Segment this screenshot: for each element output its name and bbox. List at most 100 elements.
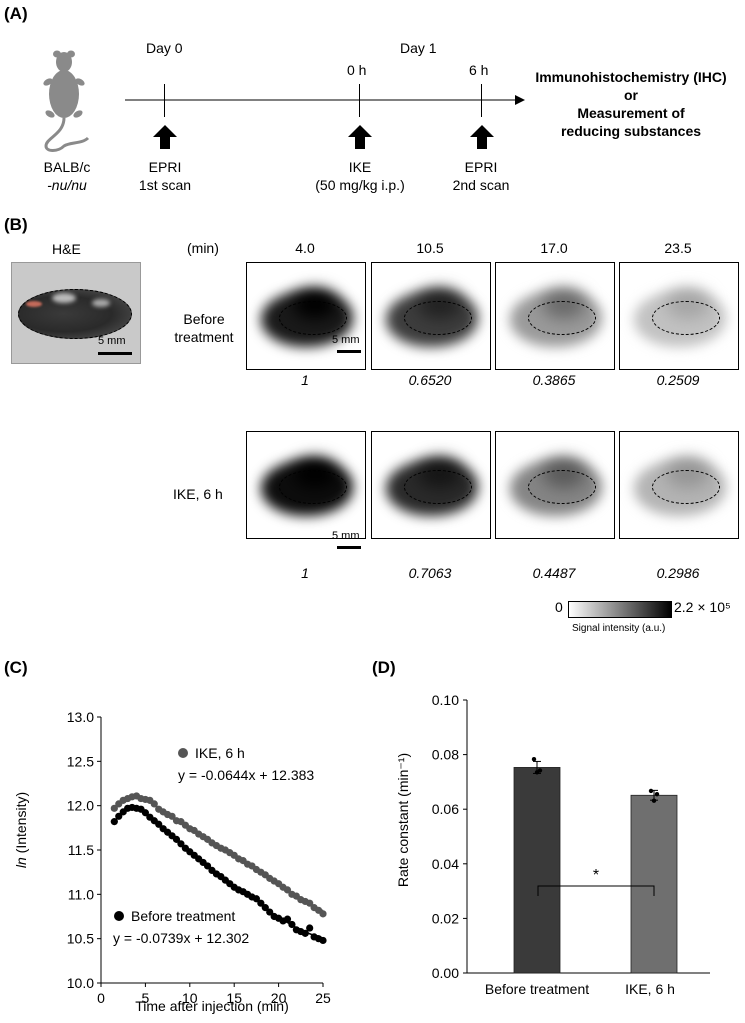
colorbar-title: Signal intensity (a.u.)	[572, 623, 666, 634]
c-x-tick-label: 10	[182, 990, 198, 1006]
outcome-line2: or	[624, 87, 638, 103]
day1-label: Day 1	[400, 40, 437, 56]
epr-ike-4min	[246, 431, 366, 539]
c-point-before	[252, 895, 260, 903]
c-eq-ike: y = -0.0644x + 12.383	[178, 767, 314, 783]
event3-line1: EPRI	[464, 159, 498, 175]
row1-value: 0.3865	[532, 372, 576, 388]
epr-before-17min	[495, 262, 615, 370]
event3-line2: 2nd scan	[452, 177, 510, 193]
panel-b-label: (B)	[4, 215, 28, 234]
c-x-axis-label: Time after injection (min)	[135, 998, 289, 1014]
event1-line2: 1st scan	[138, 177, 192, 193]
c-point-ike	[319, 910, 327, 918]
row1-value: 1	[301, 372, 309, 388]
outcome-line1: Immunohistochemistry (IHC)	[535, 69, 727, 85]
d-y-tick-label: 0.08	[432, 747, 459, 763]
c-eq-before: y = -0.0739x + 12.302	[113, 930, 249, 946]
he-image	[11, 262, 141, 364]
up-arrow-icon	[153, 125, 177, 149]
tick-day0	[164, 84, 165, 117]
row2-value: 0.2986	[656, 565, 700, 581]
significance-bracket	[537, 885, 655, 896]
event1-line1: EPRI	[148, 159, 182, 175]
event2-line2: (50 mg/kg i.p.)	[315, 177, 405, 193]
panel-c-label: (C)	[4, 658, 28, 677]
c-y-tick-label: 10.0	[67, 975, 94, 991]
c-y-tick-label: 13.0	[67, 709, 94, 725]
time-header: (min)	[187, 240, 219, 256]
significance-star: *	[593, 867, 599, 884]
chart-d: 0.00 0.02 0.04 0.06 0.08 0.10 Before treatmen…	[395, 692, 710, 997]
time-10: 10.5	[416, 240, 444, 256]
time-17: 17.0	[540, 240, 568, 256]
c-legend-ike-marker	[178, 748, 188, 758]
c-y-tick-label: 10.5	[67, 931, 94, 947]
row1-label-line2: treatment	[174, 329, 234, 345]
d-bar	[630, 794, 678, 974]
time-23: 23.5	[664, 240, 692, 256]
epr-before-23min	[619, 262, 739, 370]
c-y-tick-label: 11.0	[68, 886, 94, 902]
d-y-tick-label: 0.06	[432, 801, 459, 817]
c-y-axis-label: ln (Intensity)	[13, 792, 29, 868]
d-point	[531, 757, 537, 762]
epr-ike-23min	[619, 431, 739, 539]
epr-before-4min	[246, 262, 366, 370]
time-6h-label: 6 h	[469, 62, 489, 78]
row1-value: 0.2509	[656, 372, 700, 388]
he-scale-label: 5 mm	[98, 335, 126, 347]
up-arrow-icon	[348, 125, 372, 149]
colorbar-min-label: 0	[555, 599, 563, 615]
c-y-tick-label: 12.5	[67, 753, 94, 769]
day0-label: Day 0	[146, 40, 183, 56]
c-legend-ike: IKE, 6 h	[195, 745, 245, 761]
colorbar	[568, 601, 672, 618]
d-bar	[513, 767, 561, 974]
row2-value: 0.4487	[532, 565, 576, 581]
up-arrow-icon	[470, 125, 494, 149]
panel-d-label: (D)	[372, 658, 396, 677]
mouse-strain-label: BALB/c	[43, 159, 91, 175]
timeline	[125, 95, 525, 105]
outcome-line3: Measurement of	[577, 105, 685, 121]
d-y-axis-label: Rate constant (min⁻¹)	[395, 753, 411, 887]
mouse-icon	[43, 50, 90, 152]
d-point	[534, 770, 540, 775]
c-x-tick-label: 20	[271, 990, 287, 1006]
c-x-tick-label: 15	[226, 990, 242, 1006]
d-y-tick-label: 0.02	[432, 910, 459, 926]
epr-before-10min	[371, 262, 491, 370]
c-legend-before: Before treatment	[131, 908, 235, 924]
time-4: 4.0	[295, 240, 315, 256]
d-y-tick-label: 0.10	[432, 692, 459, 708]
d-point	[651, 798, 657, 803]
chart-c: 10.0 10.5 11.0 11.5 12.0 12.5 13.0 0 5 10 15 20 25 T…	[13, 709, 331, 1014]
tick-0h	[359, 84, 360, 117]
c-x-tick-label: 5	[142, 990, 150, 1006]
panel-a-label: (A)	[4, 4, 28, 23]
event2-line1: IKE	[348, 159, 372, 175]
c-legend-before-marker	[114, 911, 124, 921]
d-x-tick-label: Before treatment	[485, 981, 589, 997]
c-point-before	[306, 924, 314, 932]
c-trend-before	[113, 806, 324, 940]
row2-value: 0.7063	[408, 565, 452, 581]
d-y-tick-label: 0.00	[432, 965, 459, 981]
row1-label-line1: Before	[183, 311, 225, 327]
time-0h-label: 0 h	[347, 62, 367, 78]
c-trend-ike	[113, 795, 324, 912]
d-point	[654, 791, 660, 797]
d-y-tick-label: 0.04	[432, 856, 459, 872]
epr-ike-10min	[371, 431, 491, 539]
mouse-substrain-label: -nu/nu	[47, 177, 87, 193]
row2-value: 1	[301, 565, 309, 581]
row2-scale-label: 5 mm	[332, 530, 360, 542]
outcome-line4: reducing substances	[560, 123, 702, 139]
c-y-tick-label: 12.0	[67, 798, 94, 814]
epr-ike-17min	[495, 431, 615, 539]
c-x-tick-label: 25	[315, 990, 331, 1006]
scale-bar	[337, 546, 361, 549]
tick-6h	[481, 84, 482, 117]
row1-scale-label: 5 mm	[332, 334, 360, 346]
